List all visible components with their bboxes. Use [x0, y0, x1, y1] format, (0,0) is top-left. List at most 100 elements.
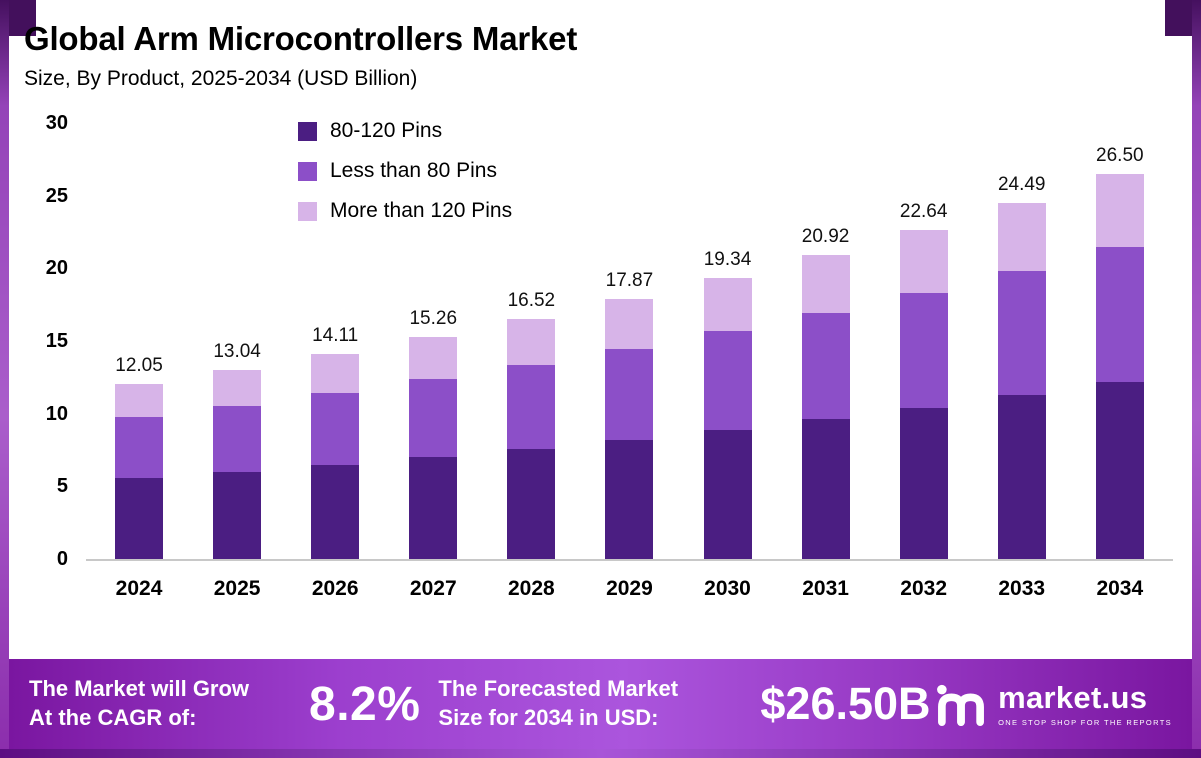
forecast-label: The Forecasted Market Size for 2034 in U… [438, 675, 760, 732]
bar-segment-more-than-120-pins [115, 383, 164, 418]
bar-value-label: 20.92 [801, 225, 850, 247]
bar-segment-less-than-80-pins [997, 270, 1046, 396]
bar-column: 15.26 [403, 123, 463, 559]
y-tick-label: 15 [45, 330, 68, 352]
bar-segment-more-than-120-pins [605, 299, 654, 349]
y-tick-label: 30 [45, 112, 68, 134]
bar-segment-less-than-80-pins [115, 417, 164, 479]
bar-value-label: 26.50 [1096, 144, 1144, 166]
bar-stack [311, 353, 360, 559]
cagr-value: 8.2% [309, 677, 421, 731]
bar-segment-80-120-pins [703, 429, 752, 559]
bar-column: 14.11 [305, 123, 365, 559]
cagr-label-line1: The Market will Grow [29, 676, 250, 702]
footer-banner: The Market will Grow At the CAGR of: 8.2… [9, 659, 1192, 749]
bar-segment-more-than-120-pins [409, 337, 458, 380]
bar-segment-less-than-80-pins [801, 312, 850, 420]
legend-swatch-80-120-pins [298, 121, 317, 141]
bar-segment-80-120-pins [409, 456, 458, 559]
y-tick-label: 10 [45, 402, 68, 425]
legend-swatch-less-than-80-pins [298, 161, 317, 181]
y-tick-label: 20 [45, 257, 68, 280]
marketus-logo-icon [937, 684, 985, 726]
x-axis-label: 2034 [1096, 577, 1144, 600]
bar-stack [1095, 173, 1144, 559]
x-axis-label: 2025 [213, 577, 261, 600]
bar-segment-more-than-120-pins [899, 229, 948, 293]
bar-stack [507, 318, 556, 559]
bar-segment-more-than-120-pins [997, 203, 1046, 271]
page-subtitle: Size, By Product, 2025-2034 (USD Billion… [24, 67, 418, 90]
bar-stack [899, 229, 948, 560]
x-axis-label: 2026 [311, 577, 359, 600]
bar-column: 16.52 [501, 123, 561, 559]
chart-legend: 80-120 Pins Less than 80 Pins More than … [298, 119, 512, 223]
bar-value-label: 14.11 [312, 324, 359, 346]
x-axis-label: 2031 [802, 577, 849, 600]
brand-name: market.us [998, 679, 1148, 715]
bar-value-label: 17.87 [605, 270, 654, 292]
bar-segment-80-120-pins [899, 407, 948, 560]
bar-stack [409, 337, 458, 559]
bar-stack [801, 254, 850, 559]
frame-border-left [0, 0, 9, 758]
x-axis-label: 2028 [507, 577, 555, 600]
forecast-label-line2: Size for 2034 in USD: [438, 705, 659, 730]
bar-stack [213, 369, 262, 559]
bar-segment-80-120-pins [605, 439, 654, 559]
bar-value-label: 19.34 [703, 248, 752, 270]
bar-stack [605, 299, 654, 559]
brand-tagline: ONE STOP SHOP FOR THE REPORTS [998, 717, 1172, 727]
bar-segment-more-than-120-pins [311, 353, 360, 393]
bar-column: 19.34 [698, 123, 758, 559]
bar-column: 17.87 [599, 123, 659, 559]
bar-segment-80-120-pins [213, 471, 262, 559]
bar-segment-less-than-80-pins [507, 364, 556, 449]
cagr-label: The Market will Grow At the CAGR of: [29, 675, 309, 732]
forecast-value: $26.50B [760, 678, 931, 729]
x-axis: 2024 2025 2026 2027 2028 2029 2030 2031 2032 2033… [86, 577, 1173, 601]
bar-value-label: 22.64 [899, 200, 948, 222]
bar-segment-less-than-80-pins [703, 331, 752, 430]
bar-segment-more-than-120-pins [703, 277, 752, 332]
bar-column: 12.05 [109, 123, 169, 559]
chart-page: Global Arm Microcontrollers Market Size,… [24, 20, 1173, 601]
bar-column: 13.04 [207, 123, 267, 559]
bar-segment-more-than-120-pins [801, 254, 850, 313]
bar-segment-80-120-pins [507, 448, 556, 559]
bar-chart: 0 5 10 15 20 25 30 80-120 Pins Less than 80 Pi… [24, 113, 1173, 601]
bar-segment-80-120-pins [801, 419, 850, 559]
frame-border-bottom [0, 749, 1201, 758]
bar-segment-less-than-80-pins [899, 292, 948, 408]
bar-column: 26.50 [1090, 123, 1150, 559]
legend-label: Less than 80 Pins [330, 159, 497, 182]
legend-label: More than 120 Pins [330, 199, 513, 222]
plot-row: 0 5 10 15 20 25 30 80-120 Pins Less than 80 Pi… [24, 113, 1173, 569]
bar-segment-more-than-120-pins [507, 318, 556, 365]
bar-stack [703, 277, 752, 559]
legend-item-less-than-80-pins: Less than 80 Pins [298, 159, 512, 183]
bar-value-label: 15.26 [409, 308, 458, 330]
bar-segment-less-than-80-pins [409, 379, 458, 457]
plot-area: 80-120 Pins Less than 80 Pins More than … [86, 119, 1173, 561]
bar-segment-less-than-80-pins [605, 348, 654, 440]
x-axis-label: 2030 [704, 577, 751, 600]
page-title: Global Arm Microcontrollers Market [24, 20, 578, 57]
bar-segment-less-than-80-pins [213, 405, 262, 472]
bar-column: 20.92 [796, 123, 856, 559]
marketus-brand: market.us ONE STOP SHOP FOR THE REPORTS [934, 682, 1172, 727]
x-axis-label: 2024 [115, 577, 163, 600]
x-axis-label: 2027 [409, 577, 457, 600]
forecast-label-line1: The Forecasted Market [438, 676, 679, 702]
bar-value-label: 16.52 [507, 289, 556, 311]
bar-stack [997, 203, 1046, 559]
bar-stack [115, 383, 164, 559]
bar-segment-more-than-120-pins [1095, 173, 1144, 247]
bar-segment-less-than-80-pins [311, 392, 360, 465]
bar-value-label: 12.05 [115, 354, 163, 376]
frame-border-right [1192, 0, 1201, 758]
y-axis: 0 5 10 15 20 25 30 [24, 113, 86, 569]
cagr-label-line2: At the CAGR of: [29, 705, 197, 730]
bar-value-label: 13.04 [213, 340, 261, 362]
